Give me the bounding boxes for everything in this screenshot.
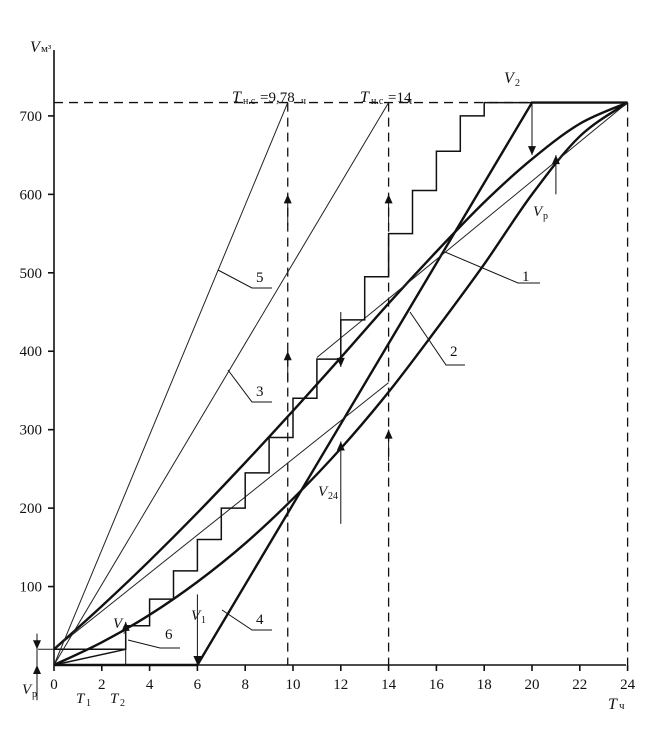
svg-text:V: V: [318, 484, 329, 500]
x-tick-label: 0: [50, 677, 58, 693]
svg-text:1: 1: [86, 698, 91, 709]
x-tick-label: 14: [381, 677, 397, 693]
vp-top-arrow-head: [551, 155, 560, 165]
x-tick-label: 4: [146, 677, 154, 693]
v1-arrow-head: [193, 656, 202, 665]
labels-layer: 1 2 3 4 5 6: [127, 251, 540, 649]
svg-text:р: р: [123, 623, 128, 634]
svg-text:ч: ч: [301, 96, 306, 107]
y-axis-title: V м³: [30, 39, 52, 56]
annotation-vp-top: V р: [533, 204, 548, 222]
vp-left-arrow-top: [33, 640, 41, 650]
vp-small-arrow-head: [121, 621, 130, 631]
curve-1-label: 1: [522, 269, 530, 285]
v2-arrow-head: [528, 146, 536, 156]
curve-5-leader: [217, 269, 272, 289]
t-ns-2-arrow-low-head: [384, 429, 393, 439]
series-5-line: [53, 102, 289, 666]
svg-text:T: T: [232, 89, 242, 106]
x-axis-title: T ч: [608, 696, 625, 713]
svg-text:24: 24: [328, 491, 338, 502]
svg-text:V: V: [113, 616, 124, 632]
svg-text:T: T: [608, 696, 618, 713]
annotation-t-ns-1: T н.с =9,78 ч: [232, 89, 306, 107]
y-tick-label: 200: [20, 501, 43, 517]
series-6-line: [53, 648, 126, 666]
x-tick-label: 20: [525, 677, 540, 693]
staircase-layer: [54, 101, 628, 651]
annotation-v24: V 24: [318, 484, 338, 502]
series-layer: [53, 101, 629, 667]
reference-lines: [38, 101, 629, 665]
y-ticks: 100 200 300 400 500 600 700: [20, 109, 54, 596]
svg-text:н.с: н.с: [243, 96, 256, 107]
curve-3-leader: [227, 369, 272, 403]
y-tick-label: 100: [20, 580, 43, 596]
annotation-v2: V 2: [504, 70, 520, 89]
curve-4-label: 4: [256, 612, 264, 628]
svg-text:V: V: [533, 204, 544, 220]
svg-text:V: V: [191, 608, 202, 624]
x-tick-label: 22: [572, 677, 587, 693]
tangent-line-1: [316, 102, 628, 358]
v24-arrow-bottom-head: [336, 441, 345, 451]
svg-text:2: 2: [120, 698, 125, 709]
curve-6-label: 6: [165, 627, 173, 643]
series-2-line: [53, 101, 629, 651]
x-tick-label: 24: [620, 677, 636, 693]
svg-text:V: V: [22, 682, 33, 698]
curve-1-leader: [444, 251, 540, 284]
curve-2-leader: [409, 311, 465, 366]
svg-text:р: р: [32, 689, 37, 700]
x-tick-label: 12: [333, 677, 348, 693]
annotation-t1: T 1: [76, 691, 91, 709]
svg-text:1: 1: [201, 615, 206, 626]
x-ticks: 0 2 4 6 8 10 12 14 16 18 20 22 24: [50, 665, 636, 693]
svg-text:2: 2: [515, 78, 520, 89]
series-1-line: [53, 101, 629, 667]
svg-text:T: T: [76, 691, 86, 707]
vp-left-arrow-bottom: [33, 665, 41, 674]
x-tick-label: 10: [286, 677, 301, 693]
x-tick-label: 8: [241, 677, 249, 693]
t-ns-1-arrow-high-head: [283, 194, 292, 204]
hourly-staircase: [54, 101, 628, 651]
y-tick-label: 700: [20, 109, 43, 125]
annotation-vp-left: V р: [22, 682, 37, 700]
annotation-t2: T 2: [110, 691, 125, 709]
annotation-vp-small: V р: [113, 616, 128, 634]
x-tick-label: 16: [429, 677, 445, 693]
svg-text:м³: м³: [41, 43, 52, 55]
annotation-v1: V 1: [191, 608, 206, 626]
series-3-line: [53, 102, 390, 666]
v24-arrow-top-head: [336, 357, 345, 367]
curve-5-label: 5: [256, 270, 264, 286]
svg-text:V: V: [504, 70, 516, 87]
arrow-layer: [33, 102, 560, 701]
x-tick-label: 18: [477, 677, 492, 693]
curve-4-leader: [221, 609, 272, 631]
svg-text:T: T: [110, 691, 120, 707]
y-tick-label: 600: [20, 187, 43, 203]
svg-text:н.с: н.с: [371, 96, 384, 107]
svg-text:ч: ч: [619, 700, 625, 712]
y-tick-label: 400: [20, 344, 43, 360]
annotation-t-ns-2: T н.с =14 ч: [360, 89, 412, 107]
svg-text:=14: =14: [388, 90, 412, 106]
t-ns-2-arrow-high-head: [384, 194, 393, 204]
y-tick-label: 500: [20, 266, 43, 282]
x-tick-label: 6: [194, 677, 202, 693]
curve-3-label: 3: [256, 384, 264, 400]
svg-text:ч: ч: [407, 96, 412, 107]
svg-text:=9,78: =9,78: [260, 90, 295, 106]
curve-6-leader: [127, 639, 180, 649]
t-ns-1-arrow-low-head: [283, 351, 292, 361]
svg-text:T: T: [360, 89, 370, 106]
svg-text:V: V: [30, 39, 42, 56]
svg-text:р: р: [543, 211, 548, 222]
x-tick-label: 2: [98, 677, 106, 693]
y-tick-label: 300: [20, 423, 43, 439]
curve-2-label: 2: [450, 344, 458, 360]
